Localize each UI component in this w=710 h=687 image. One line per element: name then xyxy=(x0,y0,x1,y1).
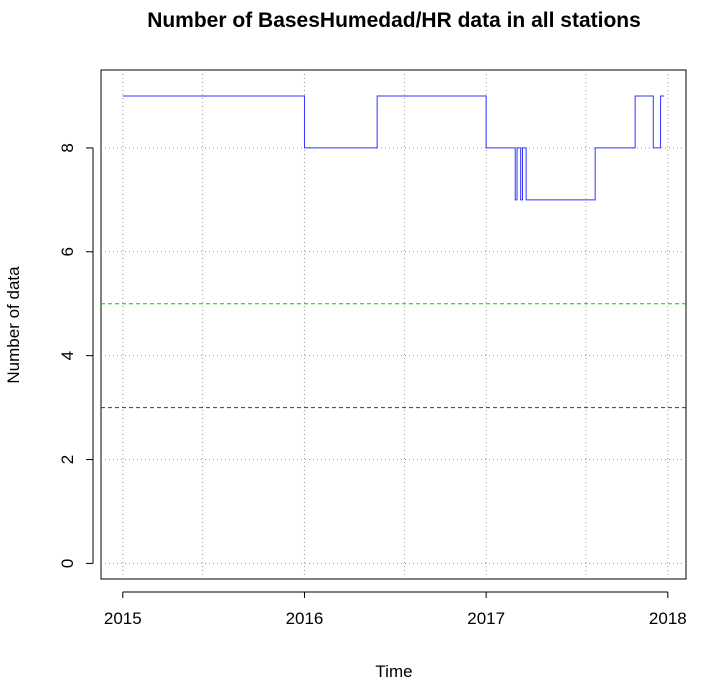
chart-title: Number of BasesHumedad/HR data in all st… xyxy=(147,9,641,32)
series-group xyxy=(122,95,665,201)
y-axis: 0 2 4 6 8 xyxy=(58,143,94,568)
x-tick-label: 2015 xyxy=(104,609,142,628)
x-tick-label: 2017 xyxy=(467,609,505,628)
x-axis-label: Time xyxy=(375,662,412,681)
y-tick-label: 4 xyxy=(58,351,77,360)
y-axis-label: Number of data xyxy=(4,266,23,384)
y-tick-label: 6 xyxy=(58,247,77,256)
x-tick-label: 2016 xyxy=(286,609,324,628)
plot-area-border xyxy=(100,69,687,580)
y-tick-label: 8 xyxy=(58,143,77,152)
grid xyxy=(101,70,686,579)
y-tick-label: 2 xyxy=(58,455,77,464)
series-line xyxy=(122,95,665,201)
y-tick-label: 0 xyxy=(58,559,77,568)
x-axis: 2015 2016 2017 2018 xyxy=(104,591,687,628)
x-tick-label: 2018 xyxy=(649,609,687,628)
